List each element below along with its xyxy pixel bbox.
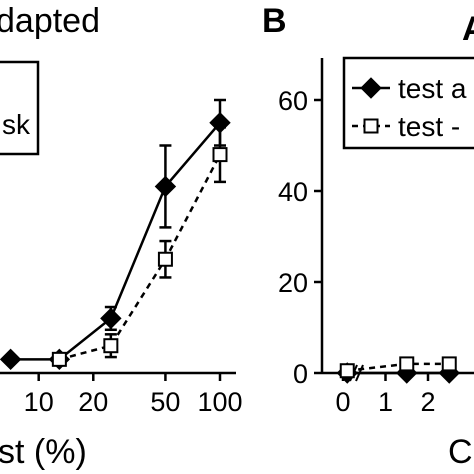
panel-a: dapted sk 10 20 50 100 st (%) bbox=[0, 2, 243, 471]
panel-a-x-label: st (%) bbox=[0, 433, 87, 471]
panel-b-y-tick-label: 20 bbox=[278, 268, 308, 298]
panel-a-legend-text: sk bbox=[2, 109, 31, 140]
panel-b-y-ticks: 0 20 40 60 bbox=[278, 86, 322, 389]
panel-b-series-2-point bbox=[441, 356, 457, 372]
panel-b-legend-label-1: test a bbox=[398, 73, 467, 104]
panel-a-series-1-point bbox=[0, 348, 22, 371]
panel-b-legend-marker-1 bbox=[360, 77, 382, 99]
panel-a-series-1-point bbox=[100, 307, 122, 330]
panel-a-series-2-point bbox=[212, 147, 228, 163]
panel-b-corner-fragment: A bbox=[462, 10, 474, 48]
panel-b-legend-marker-2 bbox=[363, 118, 379, 134]
panel-a-title: dapted bbox=[0, 2, 100, 40]
panel-a-series-2-line bbox=[59, 154, 222, 361]
panel-b-plot bbox=[336, 356, 460, 384]
panel-a-x-tick-label: 50 bbox=[150, 387, 180, 417]
panel-a-series-1-point bbox=[154, 175, 177, 198]
panel-a-series-2-point bbox=[51, 351, 67, 367]
panel-b-series-2-point bbox=[339, 363, 355, 379]
panel-b-x-tick-label: 0 bbox=[335, 387, 350, 417]
panel-a-x-ticks: 10 20 50 100 bbox=[24, 373, 243, 417]
panel-b-legend: test a test - bbox=[342, 56, 474, 150]
panel-a-x-tick-label: 20 bbox=[78, 387, 108, 417]
panel-b-series-2-point bbox=[399, 356, 415, 372]
panel-a-plot bbox=[0, 98, 231, 371]
panel-a-x-tick-label: 100 bbox=[197, 387, 242, 417]
panel-b-label: B bbox=[262, 2, 287, 40]
panel-b-x-tick-label: 1 bbox=[378, 387, 393, 417]
panel-b-legend-label-2: test - bbox=[398, 111, 460, 142]
panel-b-y-tick-label: 60 bbox=[278, 86, 308, 116]
panel-a-x-tick-label: 10 bbox=[24, 387, 54, 417]
panel-b-y-tick-label: 0 bbox=[293, 359, 308, 389]
panel-b-y-tick-label: 40 bbox=[278, 177, 308, 207]
panel-b-x-tick-label: 2 bbox=[420, 387, 435, 417]
panel-a-series-2-point bbox=[103, 338, 119, 354]
panel-a-legend-box bbox=[0, 60, 40, 156]
panel-b-x-label: C bbox=[448, 433, 473, 471]
panel-a-series-2-point bbox=[157, 251, 173, 267]
